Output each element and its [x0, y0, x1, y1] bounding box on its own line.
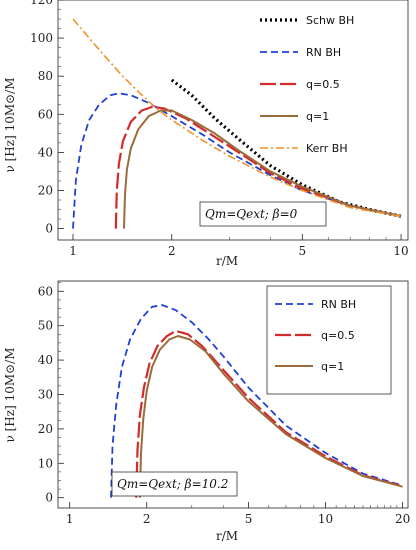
y-tick-label: 50: [38, 319, 53, 333]
series-line: [138, 335, 403, 498]
y-tick-label: 80: [38, 69, 53, 83]
x-tick-label: 5: [298, 244, 306, 258]
y-tick-label: 0: [45, 491, 53, 505]
x-axis-label: r/M: [216, 254, 238, 268]
annotation-box: Qm=Qext; β=0: [199, 201, 327, 227]
series-curves: [72, 18, 402, 229]
series-line: [170, 78, 402, 218]
y-tick-label: 0: [45, 222, 53, 236]
annotation-text: Qm=Qext; β=0: [205, 207, 298, 221]
x-tick-label: 5: [245, 512, 253, 526]
annotation-text: Qm=Qext; β=10.2: [117, 477, 228, 491]
legend-entry: q=1: [321, 360, 344, 373]
chart-panel-bottom: 1 2 5 10 20 0 10 20 30 40 50 60 RN BH q=0.5 q=1 Qm=Qe…: [3, 280, 410, 543]
series-curves: [110, 304, 403, 498]
x-tick-label: 20: [395, 512, 410, 526]
annotation-box: Qm=Qext; β=10.2: [111, 471, 238, 497]
axis-ticks: 1 2 5 10 20 0 10 20 30 40 50 60: [38, 282, 410, 526]
legend-entry: q=1: [306, 110, 329, 123]
x-tick-label: 10: [318, 512, 333, 526]
legend-entry: Kerr BH: [306, 142, 348, 155]
series-line: [72, 92, 402, 229]
series-line: [123, 109, 402, 229]
y-axis-label: ν [Hz] 10M⊙/M: [3, 77, 17, 172]
series-line: [72, 18, 402, 217]
x-axis-label: r/M: [216, 529, 238, 543]
x-tick-label: 2: [168, 244, 176, 258]
x-tick-label: 10: [393, 244, 408, 258]
legend-entry: RN BH: [321, 298, 356, 311]
y-tick-label: 60: [38, 284, 53, 298]
y-tick-label: 10: [38, 456, 53, 470]
legend-entry: q=0.5: [321, 329, 355, 342]
legend-entry: q=0.5: [306, 78, 340, 91]
y-tick-label: 120: [30, 0, 53, 7]
legend: Schw BH RN BH q=0.5 q=1 Kerr BH: [260, 14, 354, 155]
series-line: [135, 329, 403, 498]
y-axis-label: ν [Hz] 10M⊙/M: [3, 347, 17, 442]
y-tick-label: 20: [38, 422, 53, 436]
x-tick-label: 1: [66, 512, 74, 526]
y-tick-label: 60: [38, 107, 53, 121]
y-tick-label: 20: [38, 183, 53, 197]
y-tick-label: 40: [38, 145, 53, 159]
y-tick-label: 30: [38, 388, 53, 402]
x-tick-label: 1: [69, 244, 77, 258]
legend-entry: RN BH: [306, 46, 341, 59]
x-tick-label: 2: [143, 512, 151, 526]
legend: RN BH q=0.5 q=1: [266, 285, 392, 395]
y-tick-label: 40: [38, 353, 53, 367]
legend-entry: Schw BH: [306, 14, 354, 27]
series-line: [110, 304, 403, 498]
series-line: [114, 105, 402, 229]
y-tick-label: 100: [30, 31, 53, 45]
